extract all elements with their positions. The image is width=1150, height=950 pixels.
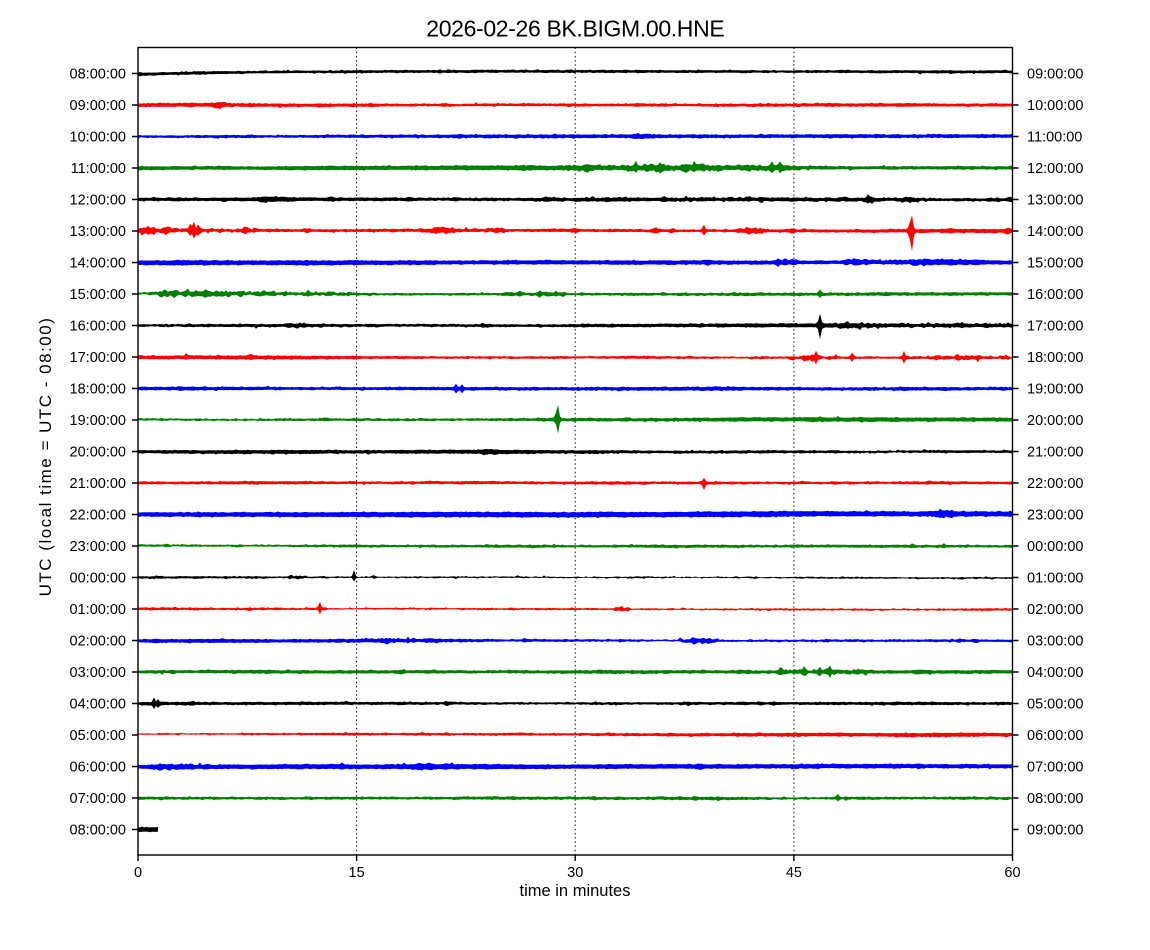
- svg-text:16:00:00: 16:00:00: [1027, 287, 1083, 303]
- svg-text:15:00:00: 15:00:00: [70, 287, 126, 303]
- svg-text:12:00:00: 12:00:00: [70, 193, 126, 209]
- svg-text:02:00:00: 02:00:00: [1027, 602, 1083, 618]
- svg-text:05:00:00: 05:00:00: [1027, 697, 1083, 713]
- svg-text:02:00:00: 02:00:00: [70, 634, 126, 650]
- svg-text:07:00:00: 07:00:00: [70, 791, 126, 807]
- svg-text:09:00:00: 09:00:00: [1027, 67, 1083, 83]
- svg-text:23:00:00: 23:00:00: [70, 539, 126, 555]
- svg-text:20:00:00: 20:00:00: [1027, 413, 1083, 429]
- svg-text:08:00:00: 08:00:00: [70, 823, 126, 839]
- svg-text:09:00:00: 09:00:00: [70, 98, 126, 114]
- svg-text:time in minutes: time in minutes: [520, 882, 631, 900]
- svg-text:04:00:00: 04:00:00: [70, 697, 126, 713]
- svg-text:08:00:00: 08:00:00: [70, 67, 126, 83]
- svg-text:10:00:00: 10:00:00: [70, 130, 126, 146]
- svg-text:10:00:00: 10:00:00: [1027, 98, 1083, 114]
- svg-text:19:00:00: 19:00:00: [1027, 382, 1083, 398]
- svg-text:00:00:00: 00:00:00: [1027, 539, 1083, 555]
- svg-text:30: 30: [567, 865, 583, 881]
- svg-text:0: 0: [134, 865, 142, 881]
- svg-text:UTC (local time = UTC - 08:00): UTC (local time = UTC - 08:00): [36, 317, 55, 597]
- svg-text:12:00:00: 12:00:00: [1027, 161, 1083, 177]
- svg-text:15: 15: [349, 865, 365, 881]
- svg-text:06:00:00: 06:00:00: [1027, 728, 1083, 744]
- svg-text:06:00:00: 06:00:00: [70, 760, 126, 776]
- svg-text:19:00:00: 19:00:00: [70, 413, 126, 429]
- svg-text:14:00:00: 14:00:00: [70, 256, 126, 272]
- svg-text:17:00:00: 17:00:00: [70, 350, 126, 366]
- svg-text:14:00:00: 14:00:00: [1027, 224, 1083, 240]
- svg-text:60: 60: [1004, 865, 1020, 881]
- svg-text:45: 45: [786, 865, 802, 881]
- svg-text:08:00:00: 08:00:00: [1027, 791, 1083, 807]
- svg-text:03:00:00: 03:00:00: [1027, 634, 1083, 650]
- svg-text:13:00:00: 13:00:00: [1027, 193, 1083, 209]
- svg-text:05:00:00: 05:00:00: [70, 728, 126, 744]
- svg-text:17:00:00: 17:00:00: [1027, 319, 1083, 335]
- svg-text:11:00:00: 11:00:00: [71, 161, 126, 177]
- svg-text:20:00:00: 20:00:00: [70, 445, 126, 461]
- svg-text:16:00:00: 16:00:00: [70, 319, 126, 335]
- svg-text:18:00:00: 18:00:00: [1027, 350, 1083, 366]
- svg-text:03:00:00: 03:00:00: [70, 665, 126, 681]
- svg-text:22:00:00: 22:00:00: [70, 508, 126, 524]
- svg-text:15:00:00: 15:00:00: [1027, 256, 1083, 272]
- svg-text:21:00:00: 21:00:00: [1027, 445, 1083, 461]
- svg-text:18:00:00: 18:00:00: [70, 382, 126, 398]
- svg-text:01:00:00: 01:00:00: [70, 602, 126, 618]
- svg-text:21:00:00: 21:00:00: [70, 476, 126, 492]
- svg-text:2026-02-26 BK.BIGM.00.HNE: 2026-02-26 BK.BIGM.00.HNE: [426, 15, 724, 41]
- svg-text:13:00:00: 13:00:00: [70, 224, 126, 240]
- svg-text:09:00:00: 09:00:00: [1027, 823, 1083, 839]
- svg-text:01:00:00: 01:00:00: [1027, 571, 1083, 587]
- svg-text:07:00:00: 07:00:00: [1027, 760, 1083, 776]
- svg-text:22:00:00: 22:00:00: [1027, 476, 1083, 492]
- svg-text:23:00:00: 23:00:00: [1027, 508, 1083, 524]
- svg-text:00:00:00: 00:00:00: [70, 571, 126, 587]
- svg-text:04:00:00: 04:00:00: [1027, 665, 1083, 681]
- svg-text:11:00:00: 11:00:00: [1027, 130, 1082, 146]
